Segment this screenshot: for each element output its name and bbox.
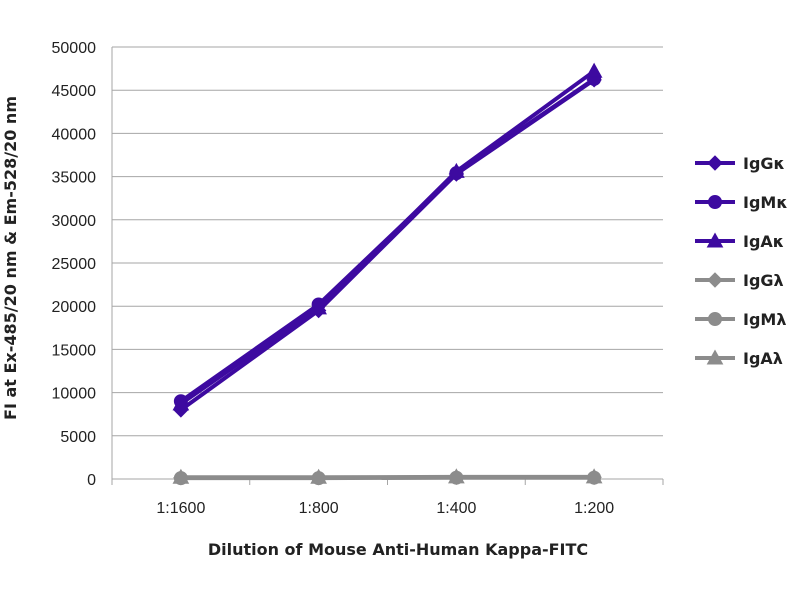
x-tick-label: 1:1600 xyxy=(156,500,205,517)
legend-item: IgGλ xyxy=(695,271,784,290)
legend-marker xyxy=(707,155,723,171)
data-point xyxy=(585,62,603,78)
y-tick-labels: 0 5000 10000 15000 20000 25000 30000 35000 40000… xyxy=(52,40,97,489)
y-tick-label: 15000 xyxy=(52,342,97,359)
data-point xyxy=(310,468,327,484)
x-tick-label: 1:800 xyxy=(299,500,339,517)
legend-label: IgGκ xyxy=(743,154,785,173)
legend-label: IgAλ xyxy=(743,349,783,368)
y-tick-label: 25000 xyxy=(52,256,97,273)
y-axis-title: FI at Ex-485/20 nm & Em-528/20 nm xyxy=(1,96,20,420)
y-tick-label: 10000 xyxy=(52,386,97,403)
x-tick-labels: 1:1600 1:800 1:400 1:200 xyxy=(156,500,614,517)
x-tick-label: 1:400 xyxy=(436,500,476,517)
data-point xyxy=(585,468,603,484)
legend-item: IgGκ xyxy=(695,154,785,173)
y-tick-label: 30000 xyxy=(52,213,97,230)
legend-item: IgAλ xyxy=(695,349,783,368)
series-line xyxy=(179,69,596,406)
data-point xyxy=(310,299,327,315)
legend-item: IgMλ xyxy=(695,310,786,329)
y-tick-label: 35000 xyxy=(52,170,97,187)
data-point xyxy=(172,468,190,484)
y-tick-label: 50000 xyxy=(52,40,97,57)
y-tick-label: 5000 xyxy=(60,429,96,446)
legend-label: IgMλ xyxy=(743,310,786,329)
legend-marker xyxy=(708,195,722,209)
legend-item: IgAκ xyxy=(695,232,784,251)
legend-marker xyxy=(706,232,724,248)
y-tick-label: 20000 xyxy=(52,299,97,316)
series-group xyxy=(172,62,603,486)
series xyxy=(172,468,603,484)
legend: IgGκ IgMκ IgAκ IgGλ IgMλ IgAλ xyxy=(695,154,788,368)
axes xyxy=(111,47,664,485)
legend-marker xyxy=(706,349,724,365)
legend-marker xyxy=(707,272,723,288)
data-point xyxy=(172,395,190,411)
legend-label: IgAκ xyxy=(743,232,784,251)
y-tick-label: 0 xyxy=(87,472,96,489)
data-point xyxy=(448,162,465,178)
legend-label: IgMκ xyxy=(743,193,788,212)
legend-label: IgGλ xyxy=(743,271,784,290)
legend-item: IgMκ xyxy=(695,193,788,212)
x-tick-label: 1:200 xyxy=(574,500,614,517)
data-point xyxy=(448,468,465,484)
y-tick-label: 40000 xyxy=(52,126,97,143)
x-axis-title: Dilution of Mouse Anti-Human Kappa-FITC xyxy=(208,540,588,559)
legend-marker xyxy=(708,312,722,326)
series xyxy=(172,62,603,411)
y-tick-label: 45000 xyxy=(52,83,97,100)
